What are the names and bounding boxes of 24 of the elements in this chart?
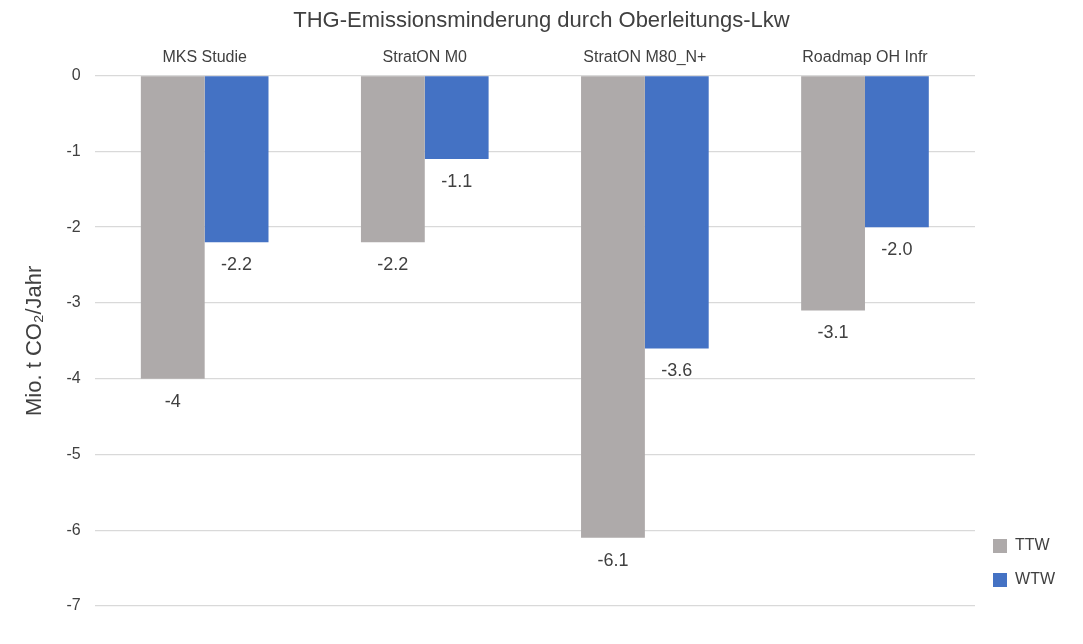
legend-label: WTW: [1015, 570, 1056, 588]
y-tick-label: -3: [66, 293, 81, 311]
x-tick-label: Roadmap OH Infr: [802, 48, 929, 66]
data-label: -6.1: [597, 549, 629, 570]
y-tick-label: -7: [66, 596, 81, 614]
x-tick-label: MKS Studie: [162, 48, 248, 66]
data-label: -3.1: [817, 322, 849, 343]
y-tick-label: -2: [66, 217, 81, 235]
data-label: -4: [164, 390, 181, 411]
y-tick-label: -1: [66, 141, 81, 159]
data-label: -2.0: [881, 239, 913, 260]
chart-title: THG-Emissionsminderung durch Oberleitungs-Lkw: [293, 7, 790, 33]
x-tick-label: StratON M0: [382, 48, 468, 66]
y-tick-label: -6: [66, 520, 81, 538]
y-tick-label: -4: [66, 369, 81, 387]
legend-label: TTW: [1015, 536, 1051, 554]
y-tick-label: -5: [66, 444, 81, 462]
data-label: -2.2: [377, 254, 409, 275]
y-tick-label: 0: [71, 66, 81, 84]
x-tick-label: StratON M80_N+: [583, 48, 707, 67]
y-axis-title: Mio. t CO₂/Jahr: [21, 265, 47, 416]
data-label: -1.1: [441, 170, 473, 191]
data-label: -3.6: [661, 360, 693, 381]
data-label: -2.2: [221, 254, 253, 275]
